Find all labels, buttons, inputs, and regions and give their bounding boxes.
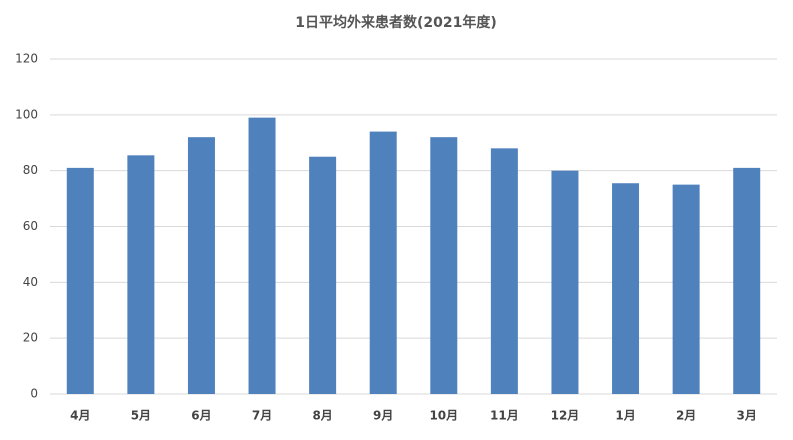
bar (733, 167, 761, 394)
x-tick-label: 9月 (373, 409, 393, 423)
bar (672, 184, 700, 394)
y-tick-label: 100 (15, 107, 38, 121)
x-tick-label: 5月 (131, 409, 151, 423)
y-tick-label: 80 (23, 163, 38, 177)
bar (490, 148, 518, 394)
x-tick-label: 4月 (70, 409, 90, 423)
bar (66, 167, 94, 394)
bar (551, 170, 579, 394)
bar (612, 183, 640, 394)
x-tick-label: 2月 (676, 409, 696, 423)
x-tick-label: 7月 (252, 409, 272, 423)
x-tick-label: 11月 (490, 409, 519, 423)
chart-title: 1日平均外来患者数(2021年度) (295, 14, 497, 31)
y-tick-label: 60 (23, 219, 38, 233)
x-tick-label: 6月 (191, 409, 211, 423)
y-tick-label: 20 (23, 331, 38, 345)
x-tick-label: 10月 (429, 409, 458, 423)
y-tick-label: 120 (15, 52, 38, 66)
bar (369, 131, 397, 395)
x-tick-label: 8月 (312, 409, 332, 423)
y-tick-label: 40 (23, 275, 38, 289)
x-tick-label: 3月 (737, 409, 757, 423)
bar (430, 137, 458, 394)
bar (309, 156, 337, 394)
y-tick-label: 0 (30, 387, 38, 401)
bar (187, 137, 215, 394)
bar (127, 155, 155, 394)
x-tick-label: 12月 (551, 409, 580, 423)
bar (248, 117, 276, 394)
x-tick-label: 1月 (615, 409, 635, 423)
